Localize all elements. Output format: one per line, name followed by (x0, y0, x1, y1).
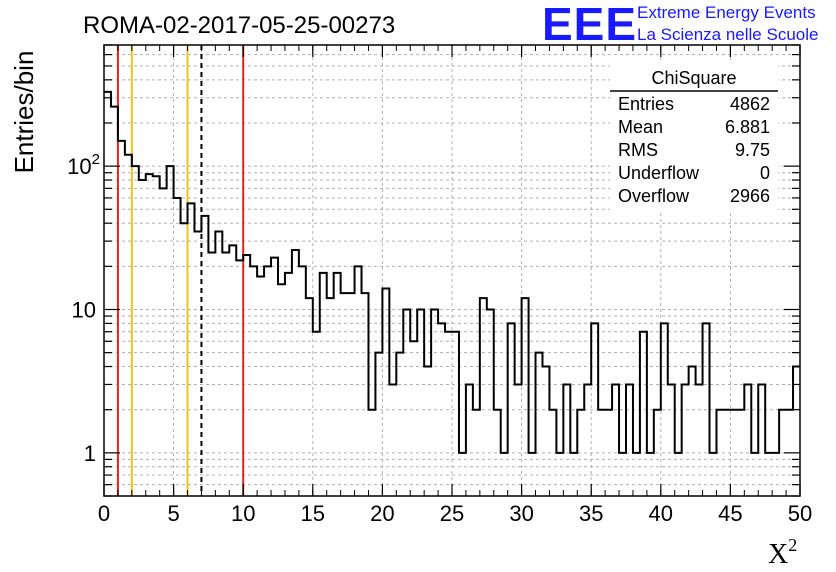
stats-row: Entries 4862 (618, 94, 770, 114)
y-tick-label: 102 (67, 151, 100, 179)
y-tick-label: 10 (72, 297, 96, 322)
eee-logo: EEE Extreme Energy Events La Scienza nel… (542, 0, 818, 50)
x-tick-label: 25 (440, 501, 464, 526)
stats-row: Overflow 2966 (618, 186, 770, 206)
x-tick-label: 10 (231, 501, 255, 526)
x-tick-labels: 0 5 10 15 20 25 30 35 40 45 50 (98, 501, 812, 526)
y-tick-label: 1 (84, 441, 96, 466)
stats-box: ChiSquare Entries 4862 Mean 6.881 RMS 9.75 Und… (610, 60, 778, 210)
axis-ticks (103, 44, 801, 497)
stats-row-value: 9.75 (735, 140, 770, 160)
x-tick-label: 5 (167, 501, 179, 526)
y-tick-label-superscript: 2 (92, 151, 100, 168)
histogram-series (104, 90, 800, 454)
x-tick-label: 15 (301, 501, 325, 526)
stats-row: RMS 9.75 (618, 140, 770, 160)
stats-box-background (610, 60, 778, 210)
x-tick-label: 30 (509, 501, 533, 526)
eee-logo-line2: La Scienza nelle Scuole (637, 25, 818, 44)
stats-row-value: 0 (760, 163, 770, 183)
stats-rows: Entries 4862 Mean 6.881 RMS 9.75 Underflow 0 Ove… (618, 94, 770, 206)
chart-title: ROMA-02-2017-05-25-00273 (83, 12, 395, 39)
x-tick-label: 0 (98, 501, 110, 526)
x-axis-label-superscript: 2 (788, 535, 797, 555)
stats-row-label: RMS (618, 140, 658, 160)
x-tick-label: 35 (579, 501, 603, 526)
vertical-lines (116, 45, 245, 496)
stats-row: Underflow 0 (618, 163, 770, 183)
stats-row-label: Overflow (618, 186, 690, 206)
eee-logo-mark: EEE (542, 0, 637, 50)
eee-logo-line1: Extreme Energy Events (637, 3, 816, 22)
y-tick-label-base: 10 (67, 154, 91, 179)
grid (104, 44, 800, 497)
x-tick-label: 20 (370, 501, 394, 526)
x-axis-label-base: X (768, 539, 788, 570)
x-tick-label: 40 (649, 501, 673, 526)
y-tick-label-base: 1 (84, 441, 96, 466)
x-axis-label: X2 (768, 535, 797, 570)
stats-row-label: Entries (618, 94, 674, 114)
stats-row-value: 6.881 (725, 117, 770, 137)
stats-title: ChiSquare (651, 68, 736, 88)
y-axis-label: Entries/bin (9, 51, 39, 174)
stats-row-value: 4862 (730, 94, 770, 114)
stats-row-label: Mean (618, 117, 663, 137)
x-tick-label: 45 (718, 501, 742, 526)
stats-row-value: 2966 (730, 186, 770, 206)
y-tick-label-base: 10 (72, 297, 96, 322)
stats-row: Mean 6.881 (618, 117, 770, 137)
stats-row-label: Underflow (618, 163, 700, 183)
x-tick-label: 50 (788, 501, 812, 526)
